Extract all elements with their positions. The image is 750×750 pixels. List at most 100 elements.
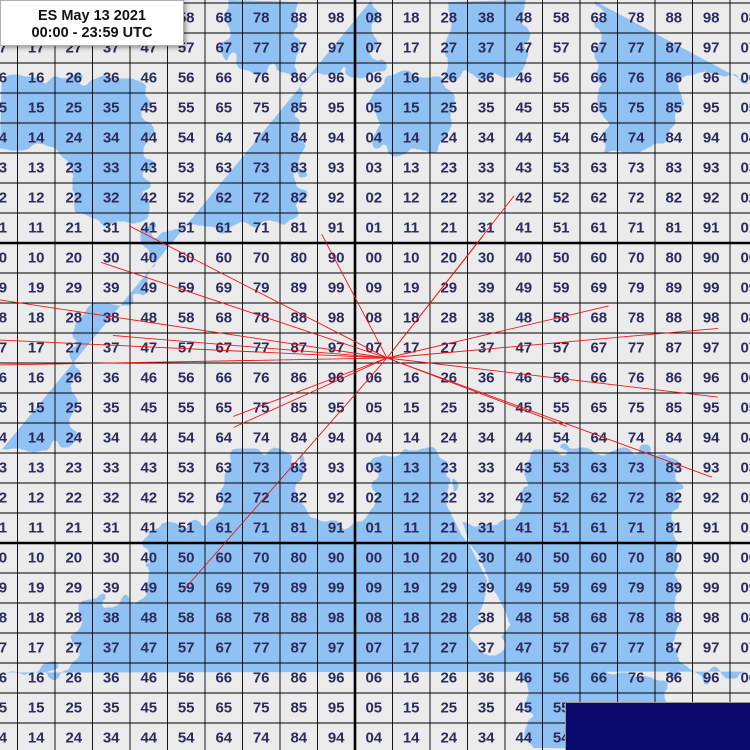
svg-text:58: 58 <box>553 610 570 627</box>
svg-text:33: 33 <box>103 160 120 177</box>
svg-text:99: 99 <box>328 580 345 597</box>
svg-text:68: 68 <box>215 10 232 27</box>
svg-text:28: 28 <box>65 610 82 627</box>
svg-text:14: 14 <box>403 430 420 447</box>
svg-text:52: 52 <box>178 190 195 207</box>
svg-text:74: 74 <box>253 430 270 447</box>
svg-text:66: 66 <box>215 70 232 87</box>
svg-text:65: 65 <box>590 100 607 117</box>
svg-text:21: 21 <box>65 520 82 537</box>
svg-text:90: 90 <box>703 250 720 267</box>
svg-text:95: 95 <box>328 700 345 717</box>
svg-text:77: 77 <box>628 40 645 57</box>
svg-text:65: 65 <box>215 100 232 117</box>
svg-text:00: 00 <box>365 250 382 267</box>
svg-text:88: 88 <box>665 10 682 27</box>
svg-text:74: 74 <box>628 130 645 147</box>
svg-text:32: 32 <box>103 490 120 507</box>
svg-text:02: 02 <box>740 190 750 207</box>
svg-text:70: 70 <box>628 550 645 567</box>
svg-text:05: 05 <box>365 100 382 117</box>
svg-text:36: 36 <box>103 370 120 387</box>
svg-text:87: 87 <box>290 40 307 57</box>
svg-text:56: 56 <box>178 370 195 387</box>
svg-text:69: 69 <box>215 280 232 297</box>
svg-text:01: 01 <box>365 220 382 237</box>
svg-text:70: 70 <box>628 250 645 267</box>
svg-text:50: 50 <box>178 550 195 567</box>
svg-text:15: 15 <box>28 400 45 417</box>
svg-text:88: 88 <box>665 310 682 327</box>
svg-text:22: 22 <box>65 490 82 507</box>
svg-text:69: 69 <box>215 580 232 597</box>
svg-text:02: 02 <box>740 490 750 507</box>
svg-text:94: 94 <box>328 130 345 147</box>
svg-text:07: 07 <box>365 40 382 57</box>
svg-text:48: 48 <box>515 610 532 627</box>
svg-text:01: 01 <box>740 220 750 237</box>
svg-text:98: 98 <box>328 310 345 327</box>
svg-text:07: 07 <box>365 640 382 657</box>
svg-text:36: 36 <box>478 370 495 387</box>
svg-text:71: 71 <box>628 520 645 537</box>
svg-text:25: 25 <box>440 700 457 717</box>
svg-text:24: 24 <box>440 730 457 747</box>
svg-text:12: 12 <box>403 190 420 207</box>
svg-text:47: 47 <box>140 640 157 657</box>
svg-text:70: 70 <box>253 250 270 267</box>
svg-text:09: 09 <box>740 280 750 297</box>
svg-text:35: 35 <box>103 700 120 717</box>
svg-text:42: 42 <box>515 190 532 207</box>
svg-text:43: 43 <box>140 160 157 177</box>
svg-text:44: 44 <box>140 730 157 747</box>
svg-text:52: 52 <box>178 490 195 507</box>
svg-text:28: 28 <box>440 310 457 327</box>
svg-text:03: 03 <box>365 460 382 477</box>
svg-text:41: 41 <box>515 520 532 537</box>
svg-text:55: 55 <box>178 100 195 117</box>
svg-text:24: 24 <box>440 430 457 447</box>
svg-text:45: 45 <box>140 100 157 117</box>
svg-text:19: 19 <box>403 580 420 597</box>
svg-text:12: 12 <box>28 490 45 507</box>
svg-text:36: 36 <box>478 70 495 87</box>
svg-text:63: 63 <box>590 460 607 477</box>
svg-text:74: 74 <box>253 130 270 147</box>
svg-text:34: 34 <box>103 130 120 147</box>
svg-text:23: 23 <box>440 460 457 477</box>
svg-text:24: 24 <box>65 130 82 147</box>
svg-text:76: 76 <box>628 670 645 687</box>
svg-text:05: 05 <box>0 100 7 117</box>
svg-text:63: 63 <box>590 160 607 177</box>
svg-text:91: 91 <box>328 520 345 537</box>
svg-text:01: 01 <box>0 220 7 237</box>
svg-text:43: 43 <box>515 160 532 177</box>
svg-text:44: 44 <box>140 430 157 447</box>
svg-text:12: 12 <box>403 490 420 507</box>
svg-text:83: 83 <box>665 460 682 477</box>
svg-text:04: 04 <box>0 430 8 447</box>
svg-text:63: 63 <box>215 460 232 477</box>
svg-text:87: 87 <box>290 640 307 657</box>
svg-text:67: 67 <box>590 340 607 357</box>
svg-text:77: 77 <box>253 640 270 657</box>
svg-text:98: 98 <box>703 310 720 327</box>
svg-text:02: 02 <box>0 190 7 207</box>
svg-text:10: 10 <box>403 550 420 567</box>
svg-text:17: 17 <box>403 40 420 57</box>
svg-text:72: 72 <box>628 190 645 207</box>
svg-text:41: 41 <box>515 220 532 237</box>
svg-text:59: 59 <box>178 580 195 597</box>
svg-text:73: 73 <box>628 460 645 477</box>
svg-text:97: 97 <box>328 40 345 57</box>
svg-text:66: 66 <box>215 670 232 687</box>
svg-text:64: 64 <box>215 730 232 747</box>
svg-text:48: 48 <box>515 10 532 27</box>
svg-text:76: 76 <box>628 70 645 87</box>
svg-text:49: 49 <box>515 280 532 297</box>
svg-text:53: 53 <box>553 160 570 177</box>
svg-text:64: 64 <box>215 130 232 147</box>
svg-text:60: 60 <box>590 250 607 267</box>
svg-text:68: 68 <box>590 310 607 327</box>
svg-text:76: 76 <box>628 370 645 387</box>
